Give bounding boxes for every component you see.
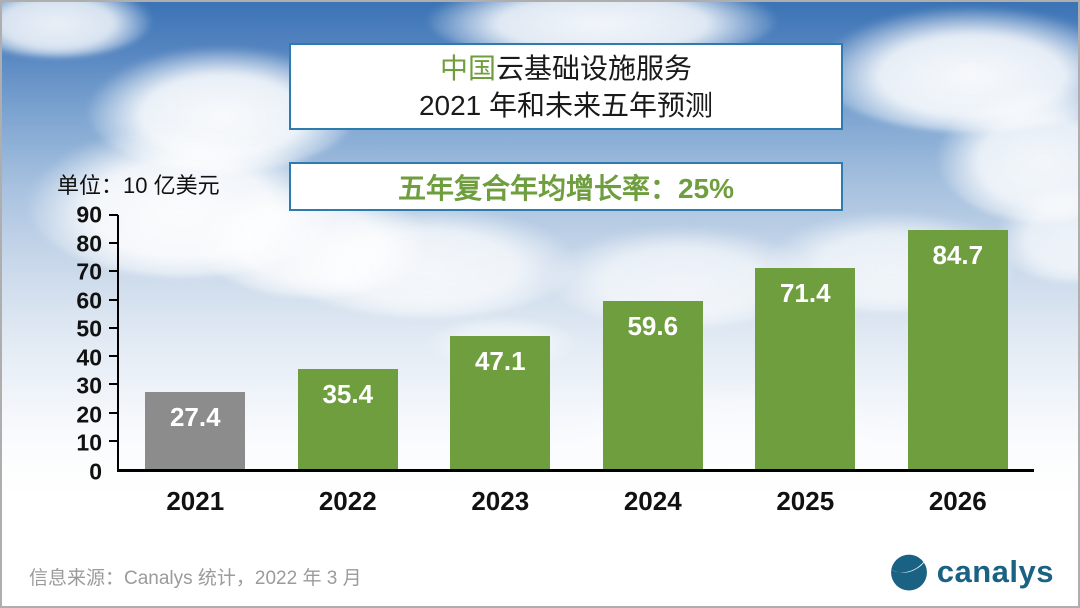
y-tick-label: 30 bbox=[76, 372, 102, 399]
y-tick-mark bbox=[109, 355, 118, 358]
bar-2022: 35.4 bbox=[297, 369, 398, 469]
bar-value-label: 84.7 bbox=[932, 239, 984, 270]
bar-2026: 84.7 bbox=[907, 229, 1008, 469]
x-axis-label: 2026 bbox=[928, 486, 987, 516]
bar-slot: 71.4 2025 bbox=[729, 215, 882, 516]
y-tick-label: 40 bbox=[76, 344, 102, 371]
plot-area: 27.4 2021 35.4 2022 47.1 2023 59.6 2024 71.4 2025… bbox=[109, 214, 1035, 516]
bar-value-label: 47.1 bbox=[474, 346, 526, 377]
y-tick-mark bbox=[109, 439, 118, 442]
bar-slot: 84.7 2026 bbox=[882, 215, 1035, 516]
bar-slot: 27.4 2021 bbox=[119, 215, 272, 516]
bar-value-label: 35.4 bbox=[322, 379, 374, 410]
bar-2023: 47.1 bbox=[450, 336, 551, 469]
canalys-logo: canalys bbox=[890, 553, 1054, 591]
cagr-subtitle-box: 五年复合年均增长率：25% bbox=[289, 162, 843, 211]
y-tick-label: 20 bbox=[76, 401, 102, 428]
y-tick-label: 10 bbox=[76, 429, 102, 456]
y-tick-label: 50 bbox=[76, 315, 102, 342]
y-tick-label: 0 bbox=[89, 458, 102, 485]
bar-slot: 47.1 2023 bbox=[424, 215, 577, 516]
unit-label: 单位：10 亿美元 bbox=[57, 173, 220, 198]
y-tick-mark bbox=[109, 383, 118, 386]
chart-title-box: 中国云基础设施服务 2021 年和未来五年预测 bbox=[289, 43, 843, 130]
x-axis-label: 2024 bbox=[623, 486, 682, 516]
y-tick-label: 80 bbox=[76, 230, 102, 257]
x-axis-label: 2022 bbox=[318, 486, 377, 516]
y-tick-label: 90 bbox=[76, 201, 102, 228]
canalys-logo-text: canalys bbox=[936, 554, 1054, 589]
x-axis-label: 2023 bbox=[471, 486, 530, 516]
cloud bbox=[2, 2, 152, 57]
y-tick-mark bbox=[109, 411, 118, 414]
y-tick-label: 70 bbox=[76, 258, 102, 285]
cloud bbox=[277, 207, 577, 317]
y-tick-mark bbox=[109, 270, 118, 273]
chart-title-line2: 2021 年和未来五年预测 bbox=[418, 89, 714, 121]
bar-slot: 35.4 2022 bbox=[272, 215, 425, 516]
cagr-subtitle: 五年复合年均增长率：25% bbox=[397, 172, 735, 204]
y-tick-mark bbox=[109, 214, 118, 216]
bar-2025: 71.4 bbox=[755, 267, 856, 469]
bar-2024: 59.6 bbox=[602, 300, 703, 469]
bar-slot: 59.6 2024 bbox=[577, 215, 730, 516]
y-tick-mark bbox=[109, 298, 118, 301]
y-tick-mark bbox=[109, 326, 118, 329]
source-note: 信息来源：Canalys 统计，2022 年 3 月 bbox=[29, 568, 362, 589]
x-axis-label: 2025 bbox=[776, 486, 835, 516]
canalys-logo-icon bbox=[890, 554, 928, 591]
x-axis-label: 2021 bbox=[166, 486, 225, 516]
bar-value-label: 71.4 bbox=[779, 277, 831, 308]
bar-2021: 27.4 bbox=[145, 391, 246, 469]
chart-title-line1: 中国云基础设施服务 bbox=[440, 50, 692, 87]
y-tick-label: 60 bbox=[76, 287, 102, 314]
y-tick-mark bbox=[109, 242, 118, 245]
y-axis: 0 10 20 30 40 50 60 70 80 90 bbox=[22, 202, 102, 485]
bar-value-label: 59.6 bbox=[627, 310, 679, 341]
chart-title-rest: 云基础设施服务 bbox=[496, 52, 693, 84]
bar-value-label: 27.4 bbox=[169, 401, 221, 432]
chart-title-highlight: 中国 bbox=[439, 52, 496, 84]
